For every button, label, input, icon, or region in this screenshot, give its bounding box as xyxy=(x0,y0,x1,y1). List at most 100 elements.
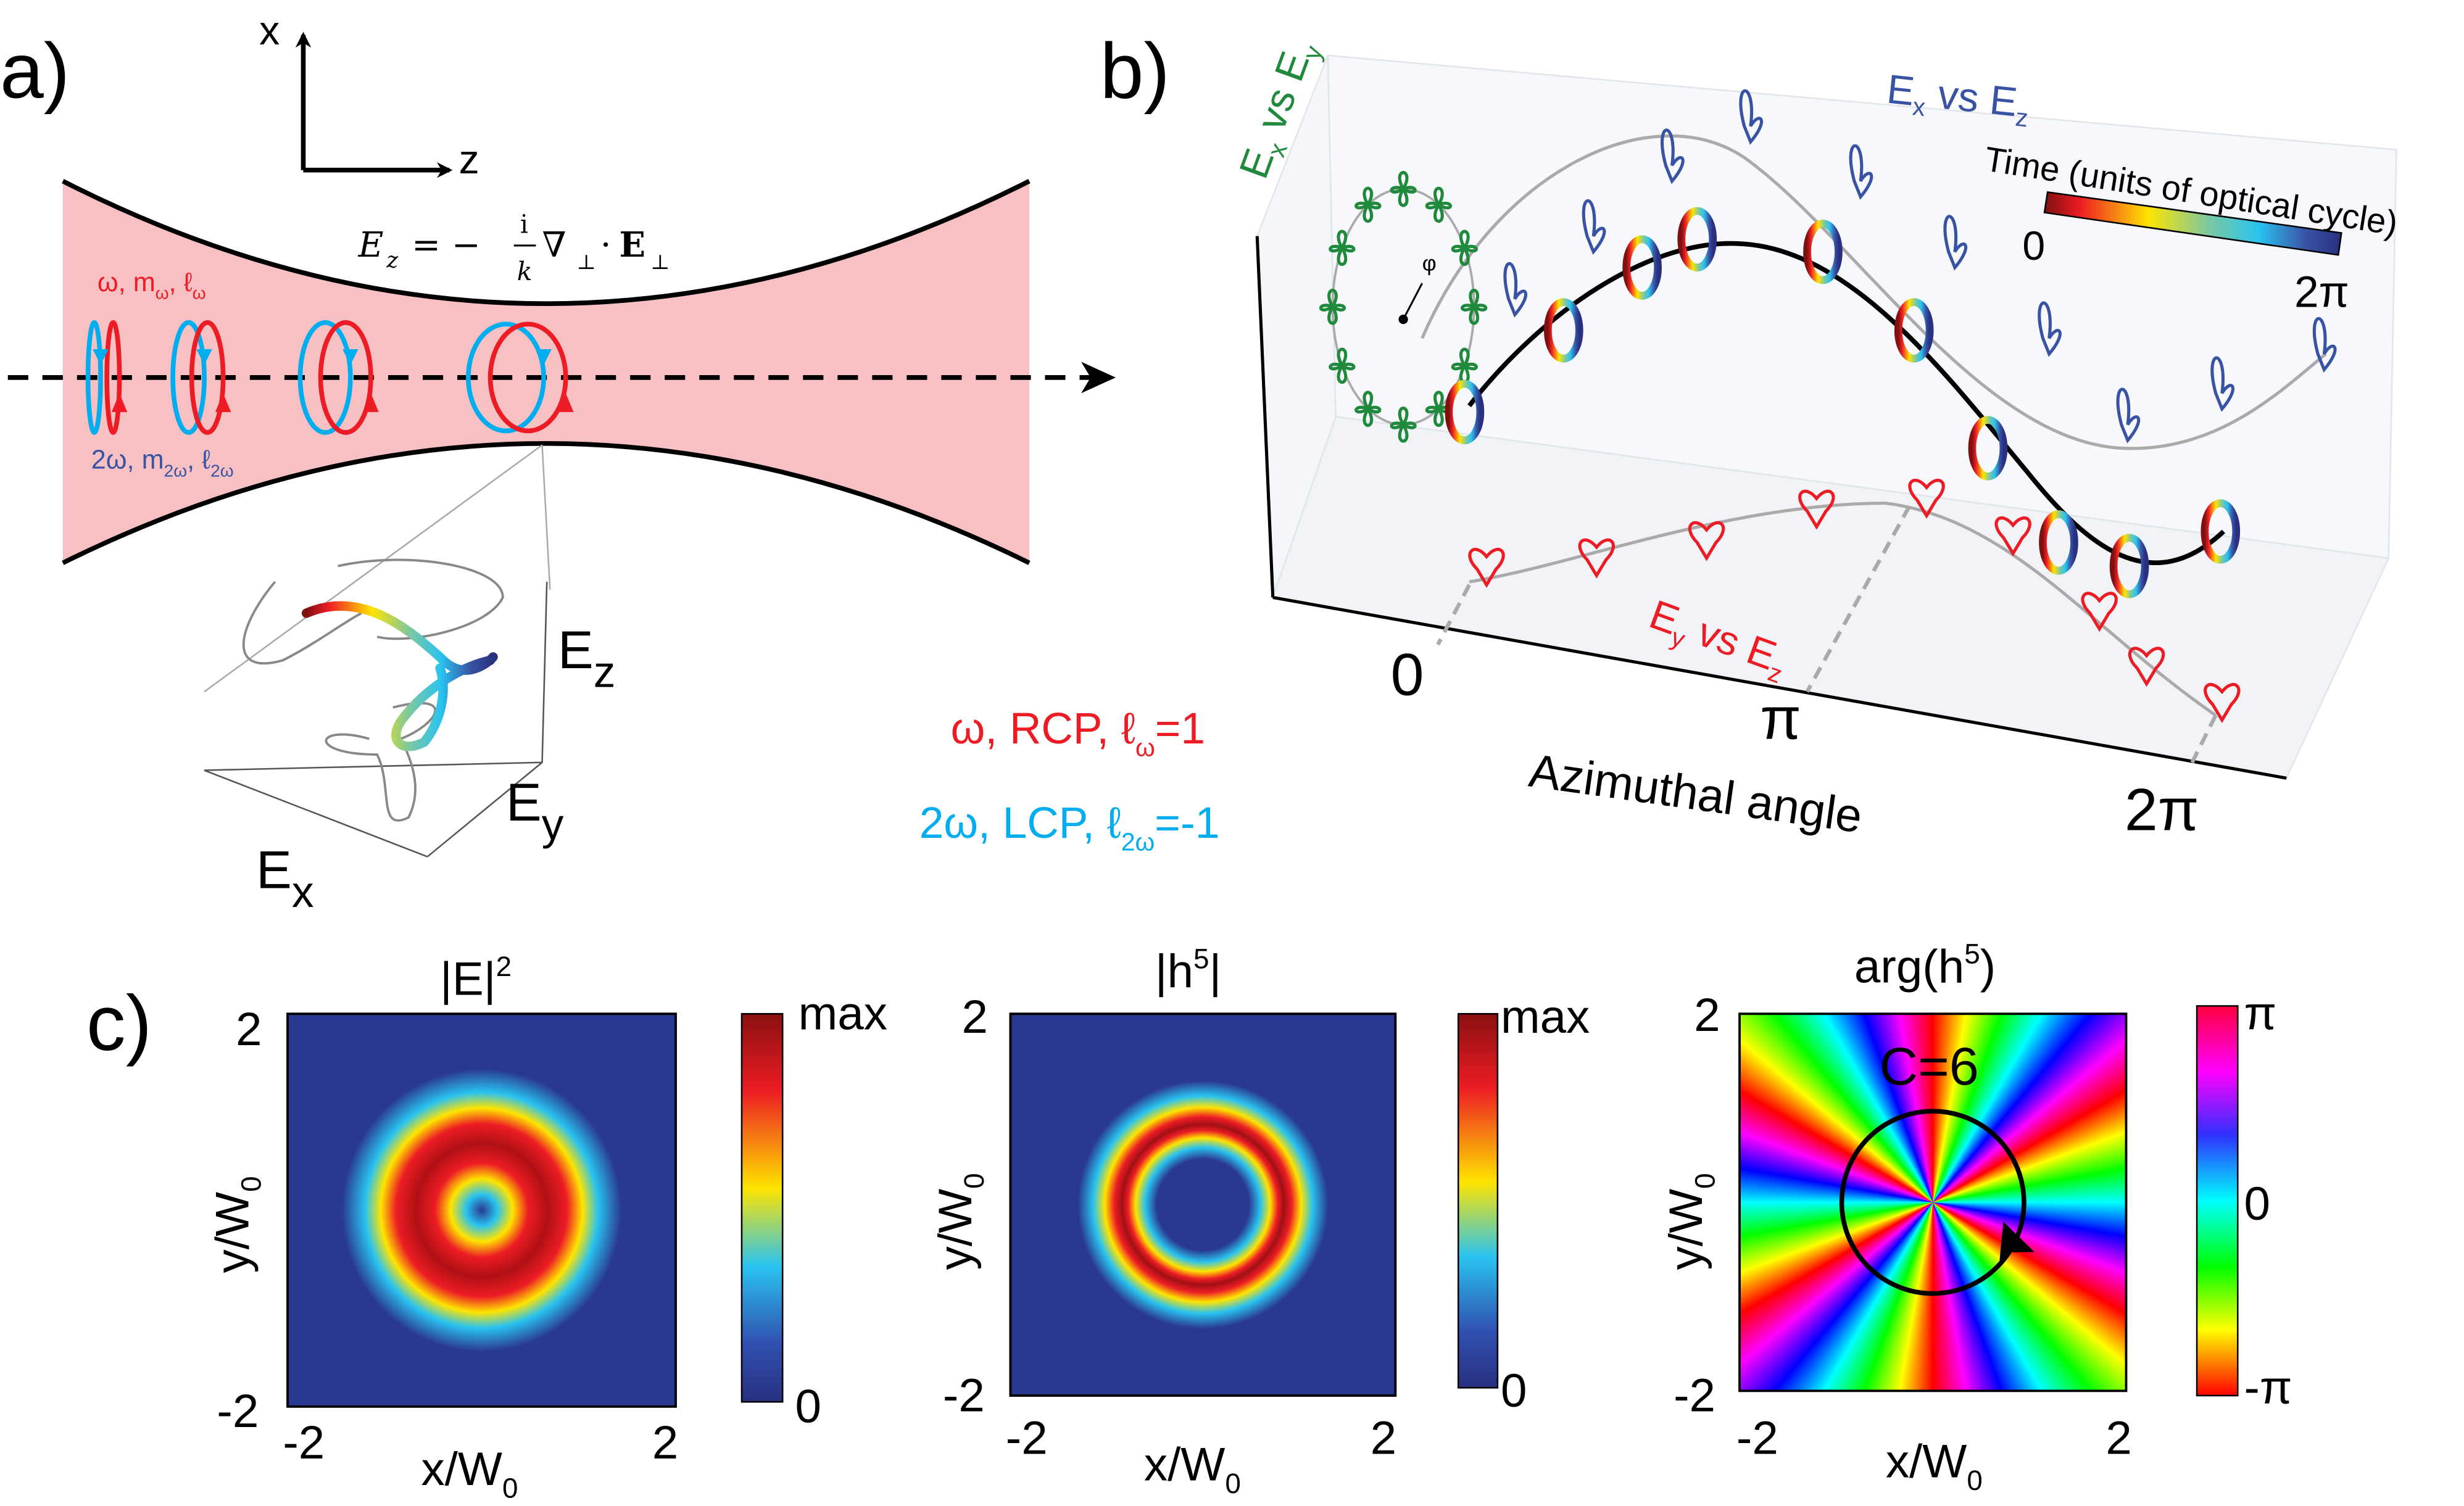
cyan-arrow-icon xyxy=(93,349,109,365)
h5-phase-heatmap xyxy=(1740,1014,2126,1391)
winding-circle xyxy=(1839,1109,2026,1296)
inset-field-trajectory xyxy=(301,601,498,751)
intensity-heatmap xyxy=(286,1012,677,1408)
ex-ez-loop xyxy=(2116,387,2141,444)
omega-label: ω, mω, ℓω xyxy=(97,268,206,303)
inset-ex-label: Ex xyxy=(256,841,313,917)
beam-lower-edge xyxy=(62,441,1031,565)
ex-ey-loop xyxy=(1319,289,1346,325)
eq-perp2: ⊥ xyxy=(650,250,670,274)
box-front-left-edge xyxy=(1255,236,1275,598)
intensity-plot: |E|2 max 0 2 -2 -2 2 x/W0 y/W0 xyxy=(206,951,887,1504)
ex-ez-loop xyxy=(1661,128,1685,184)
ey-ez-loop xyxy=(2204,683,2241,723)
inset-projection-xy xyxy=(325,701,436,822)
x-tick-left: -2 xyxy=(283,1417,325,1469)
beam-upper-edge xyxy=(62,179,1031,307)
y-tick-bottom: -2 xyxy=(943,1370,985,1422)
h5-phase-title: arg(h5) xyxy=(1854,938,1996,993)
phase-cb-max: π xyxy=(2244,988,2276,1040)
coordinate-axes: x z xyxy=(259,8,479,183)
eq-perp: ⊥ xyxy=(577,250,596,274)
time-colored-loop xyxy=(2201,499,2241,564)
intensity-cb-max: max xyxy=(799,988,887,1040)
x-tick-0: 0 xyxy=(1391,640,1424,708)
panel-a: a) x z E z = − i k ∇ ⊥ · E ⊥ ω, mω, ℓω 2… xyxy=(0,8,1219,917)
x-axis-label: x/W0 xyxy=(1886,1435,1983,1496)
eq-dot: · xyxy=(600,225,612,265)
ex-ez-loop xyxy=(1739,89,1763,145)
eq-bold-e: E xyxy=(619,225,645,265)
ex-ey-loop xyxy=(1451,347,1478,384)
ex-ey-loop xyxy=(1425,186,1453,223)
time-colored-loop xyxy=(2109,534,2149,598)
ex-vs-ez-label: Ex vs Ez xyxy=(1884,67,2032,133)
h5-cb-min: 0 xyxy=(1501,1365,1527,1417)
x-tick-left: -2 xyxy=(1006,1412,1048,1464)
h5-cb-max: max xyxy=(1501,991,1590,1043)
ex-ez-projection-curve xyxy=(1421,134,2327,450)
chern-number-label: C=6 xyxy=(1880,1037,1979,1096)
eq-z: z xyxy=(386,248,398,273)
cyan-arrow-icon xyxy=(196,349,212,365)
ex-ey-loop xyxy=(1390,171,1417,207)
propagation-arrow-icon xyxy=(1081,362,1116,394)
y-axis-label: y/W0 xyxy=(1660,1173,1720,1270)
ex-ey-loop xyxy=(1390,407,1417,443)
ex-ez-loop xyxy=(2210,356,2234,412)
x-tick-right: 2 xyxy=(652,1417,678,1469)
legend-omega-rcp: ω, RCP, ℓω=1 xyxy=(951,704,1205,761)
ex-ez-loop xyxy=(1582,199,1606,255)
phase-cb-mid: 0 xyxy=(2244,1178,2270,1230)
cyan-arrow-icon xyxy=(342,349,359,365)
ey-ez-projection-curve xyxy=(1469,502,2217,717)
legend-two-omega-lcp: 2ω, LCP, ℓ2ω=-1 xyxy=(919,798,1220,856)
eq-num: i xyxy=(520,210,528,239)
winding-arrow-icon xyxy=(1999,1222,2035,1265)
y-axis-label: y/W0 xyxy=(929,1173,990,1270)
red-polarization-ellipse xyxy=(104,320,122,435)
inset-ez-label: Ez xyxy=(558,621,615,697)
zoom-line-right xyxy=(541,445,551,590)
phase-cb-min: -π xyxy=(2244,1362,2292,1414)
h5-magnitude-title: |h5| xyxy=(1155,943,1222,998)
ey-ez-loop xyxy=(2128,647,2165,687)
phi-origin-dot xyxy=(1398,315,1408,325)
panel-b: b) φ Ex vs Ey Ex vs Ez Ey vs Ez Time (un… xyxy=(1100,27,2400,843)
ex-ey-loop xyxy=(1461,289,1488,325)
ey-ez-loop xyxy=(1468,548,1505,588)
ey-ez-loop xyxy=(1908,478,1945,519)
red-arrow-icon xyxy=(363,393,379,412)
tick-guide-pi xyxy=(1805,505,1911,693)
eq-e: E xyxy=(358,225,384,265)
h5-phase-frame xyxy=(1738,1012,2128,1392)
x-axis-label: x/W0 xyxy=(1144,1439,1241,1499)
tick-guide-0 xyxy=(1436,584,1471,646)
ex-ey-loop xyxy=(1354,391,1382,427)
ex-ey-loop xyxy=(1329,347,1356,384)
ex-ey-loop xyxy=(1354,186,1382,223)
panel-c-label: c) xyxy=(86,979,152,1067)
ez-equation: E z = − i k ∇ ⊥ · E ⊥ xyxy=(358,210,670,286)
eq-equals: = − xyxy=(412,225,481,265)
intensity-title: |E|2 xyxy=(440,951,512,1006)
red-polarization-ellipse xyxy=(189,320,226,435)
box-front-bottom-edge xyxy=(1272,595,2287,780)
time-colored-loop xyxy=(1803,219,1843,284)
x-tick-left: -2 xyxy=(1736,1412,1778,1464)
intensity-cb-min: 0 xyxy=(795,1380,821,1433)
panel-c: c) |E|2 max 0 2 -2 -2 2 x/W0 y/W0 |h5| m… xyxy=(86,938,2292,1504)
ex-ez-loop xyxy=(1503,262,1528,318)
x-tick-right: 2 xyxy=(2105,1412,2131,1464)
zoom-line-left xyxy=(204,444,543,693)
intensity-colorbar xyxy=(740,1012,784,1403)
h5-magnitude-heatmap xyxy=(1009,1012,1397,1397)
eq-nabla: ∇ xyxy=(542,225,566,265)
cyan-polarization-ellipse xyxy=(170,320,207,435)
ey-ez-loop xyxy=(1798,489,1835,530)
time-colored-loop xyxy=(1543,298,1583,363)
ey-ez-loop xyxy=(2081,592,2118,632)
ex-ez-loop xyxy=(2312,317,2337,373)
two-omega-label: 2ω, m2ω, ℓ2ω xyxy=(91,445,234,481)
